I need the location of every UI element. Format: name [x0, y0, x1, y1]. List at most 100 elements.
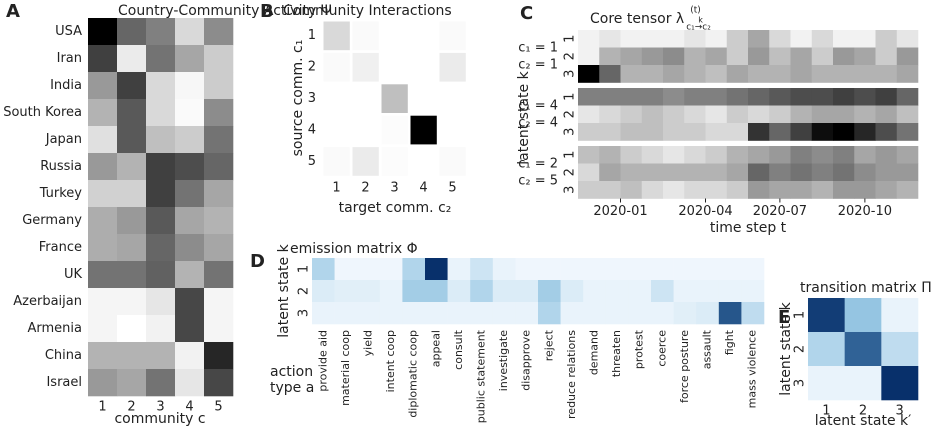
heatmap-cell [705, 163, 728, 182]
x-tick-label: 1 [822, 404, 830, 419]
heatmap-cell [323, 84, 350, 113]
heatmap-cell [673, 258, 697, 281]
title-subscript: c₁→c₂ [686, 23, 711, 33]
heatmap-cell [811, 47, 834, 66]
heatmap-cell [854, 65, 876, 83]
heatmap-cell [833, 163, 855, 182]
heatmap-cell [323, 52, 350, 82]
heatmap-cell [146, 369, 176, 397]
panel-letter: B [260, 1, 274, 22]
panel-title: Community Interactions [283, 3, 452, 19]
heatmap-cell [748, 123, 770, 141]
x-tick-label: 2020-07 [753, 204, 807, 219]
heatmap-cell [334, 302, 358, 325]
heatmap-cell [583, 280, 607, 303]
panel-letter: C [520, 3, 533, 24]
heatmap-cell [769, 105, 791, 124]
heatmap-cell [146, 342, 176, 370]
x-tick-label: assault [701, 329, 714, 369]
heatmap-cell [705, 105, 728, 124]
y-tick-label: UK [64, 267, 83, 282]
heatmap-cell [726, 146, 749, 164]
y-tick-label: 3 [563, 70, 578, 78]
heatmap-cell [808, 332, 845, 367]
y-tick-label: 1 [308, 28, 316, 43]
heatmap-cell [117, 72, 147, 100]
heatmap-cell [175, 18, 205, 46]
x-tick-label: consult [452, 329, 465, 370]
heatmap-cell [175, 369, 205, 397]
panel-title: transition matrix Π [800, 280, 932, 296]
heatmap-cell [492, 258, 516, 281]
heatmap-cell [204, 126, 234, 154]
heatmap-cell [88, 18, 118, 46]
heatmap-cell [599, 181, 621, 199]
x-tick-label: 4 [185, 400, 193, 415]
heatmap-cell [769, 88, 791, 106]
x-tick-label: appeal [429, 330, 442, 367]
heatmap-cell [117, 180, 147, 208]
heatmap-cell [204, 45, 234, 73]
heatmap-cell [379, 280, 403, 303]
heatmap-cell [651, 302, 674, 325]
heatmap-cell [684, 65, 706, 83]
heatmap-cell [146, 126, 176, 154]
heatmap-cell [447, 280, 471, 303]
heatmap-cell [808, 366, 845, 401]
heatmap-cell [790, 123, 813, 141]
heatmap-cell [811, 181, 834, 199]
heatmap-cell [146, 99, 176, 127]
heatmap-cell [578, 163, 600, 182]
heatmap-cell [439, 147, 466, 176]
heatmap-cell [357, 280, 381, 303]
heatmap-cell [560, 280, 584, 303]
heatmap-cell [641, 181, 664, 199]
y-tick-label: 3 [793, 379, 808, 387]
heatmap-cell [811, 88, 834, 106]
heatmap-cell [175, 153, 205, 181]
panel-letter: D [250, 251, 265, 272]
heatmap-cell [605, 280, 629, 303]
heatmap-cell [769, 47, 791, 66]
heatmap-cell [204, 342, 234, 370]
heatmap-cell [663, 163, 685, 182]
heatmap-cell [628, 258, 652, 281]
heatmap-cell [470, 302, 494, 325]
block-label: c₂ = 4 [518, 115, 558, 130]
heatmap-cell [352, 147, 379, 176]
x-tick-label: 2020-01 [593, 204, 647, 219]
heatmap-cell [560, 302, 584, 325]
heatmap-cell [854, 47, 876, 66]
heatmap-cell [88, 369, 118, 397]
heatmap-cell [790, 146, 813, 164]
heatmap-cell [696, 302, 720, 325]
heatmap-cell [204, 234, 234, 262]
heatmap-cell [352, 52, 379, 82]
x-tick-label: fight [723, 329, 736, 355]
heatmap-cell [726, 123, 749, 141]
heatmap-cell [492, 302, 516, 325]
heatmap-cell [88, 342, 118, 370]
heatmap-cell [439, 52, 466, 82]
panel-title: Core tensor λ [590, 11, 684, 27]
heatmap-cell [748, 47, 770, 66]
heatmap-cell [425, 302, 448, 325]
heatmap-cell [175, 207, 205, 235]
heatmap-cell [663, 47, 685, 66]
heatmap-cell [684, 123, 706, 141]
heatmap-cell [88, 72, 118, 100]
heatmap-cell [146, 45, 176, 73]
heatmap-cell [628, 280, 652, 303]
heatmap-cell [875, 30, 898, 48]
heatmap-cell [663, 105, 685, 124]
block-label: c₂ = 1 [518, 57, 558, 72]
heatmap-cell [620, 163, 643, 182]
panel-title: Country-Community Activity Ψ [118, 3, 332, 19]
heatmap-cell [146, 72, 176, 100]
heatmap-cell [854, 146, 876, 164]
y-tick-label: 1 [563, 35, 578, 43]
heatmap-cell [312, 280, 335, 303]
x-tick-label: provide aid [316, 330, 329, 392]
heatmap-cell [204, 99, 234, 127]
heatmap-cell [641, 30, 664, 48]
